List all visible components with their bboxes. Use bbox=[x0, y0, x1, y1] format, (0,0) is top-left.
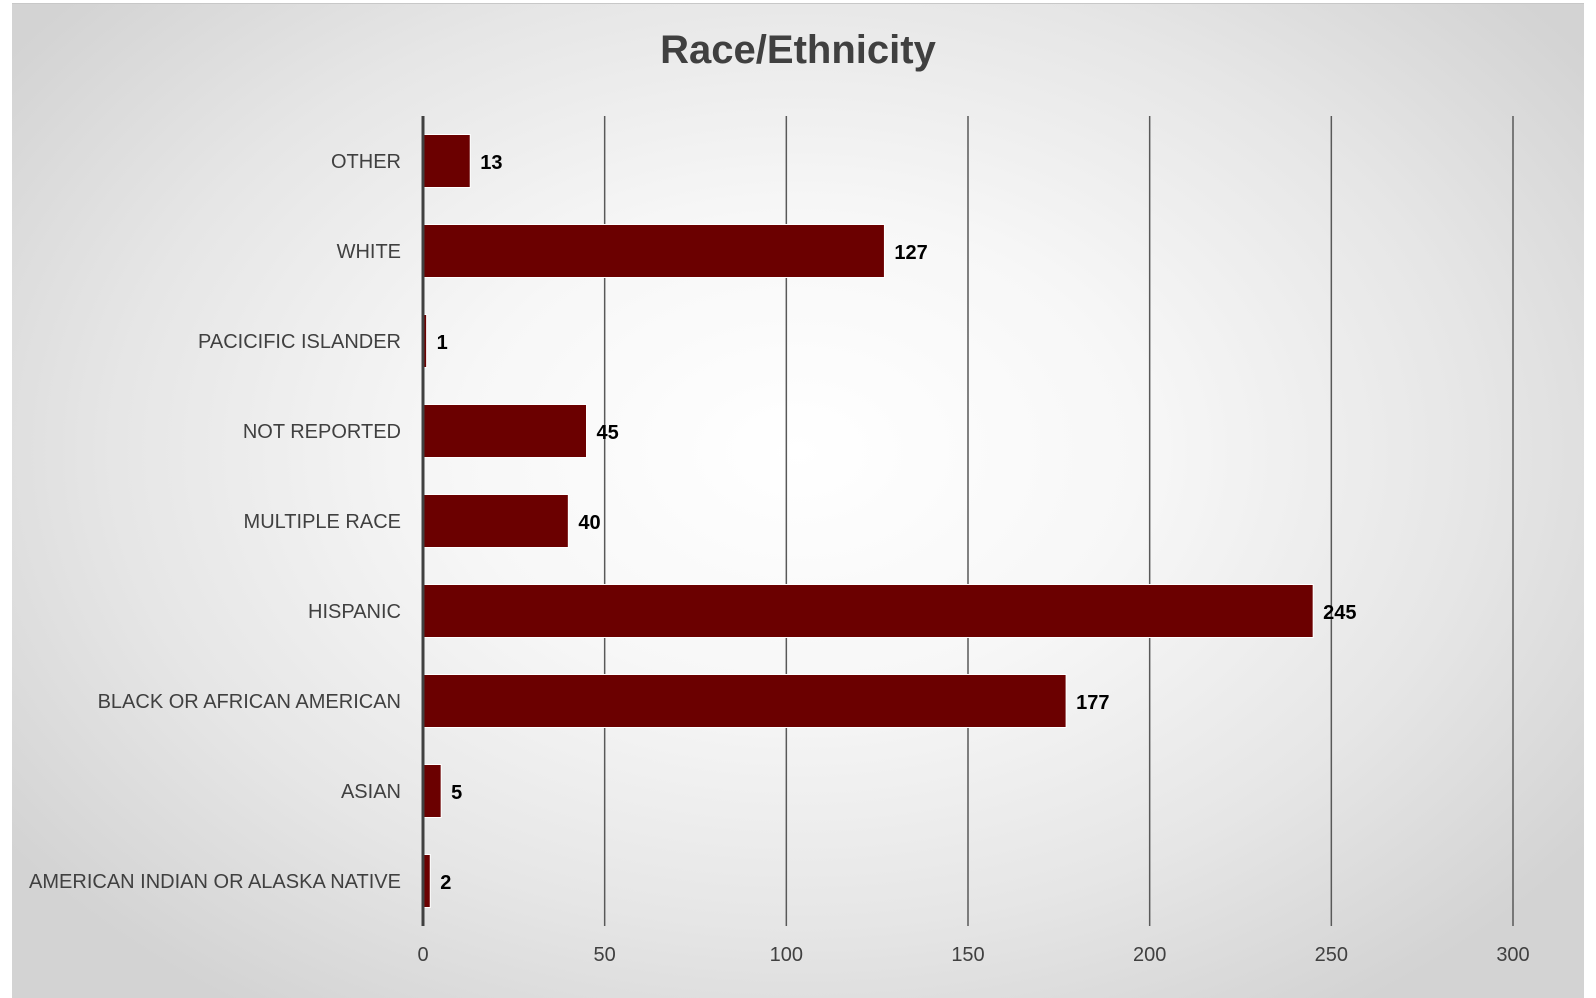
category-label: MULTIPLE RACE bbox=[244, 511, 401, 533]
x-tick-label: 150 bbox=[951, 944, 984, 966]
chart-area: Race/Ethnicity 0 50 100 150 200 250 300 AMERICA… bbox=[12, 3, 1584, 998]
data-label: 1 bbox=[437, 332, 448, 354]
chart-title: Race/Ethnicity bbox=[660, 28, 936, 72]
data-label: 45 bbox=[597, 422, 619, 444]
bar bbox=[422, 494, 569, 548]
bar bbox=[422, 674, 1067, 728]
data-label: 245 bbox=[1323, 602, 1356, 624]
x-tick-label: 200 bbox=[1133, 944, 1166, 966]
bar bbox=[422, 764, 442, 818]
category-label: BLACK OR AFRICAN AMERICAN bbox=[98, 691, 401, 713]
x-tick-label: 0 bbox=[417, 944, 428, 966]
category-label: AMERICAN INDIAN OR ALASKA NATIVE bbox=[29, 871, 401, 893]
data-label: 40 bbox=[578, 512, 600, 534]
data-label: 5 bbox=[451, 782, 462, 804]
x-tick-label: 50 bbox=[594, 944, 616, 966]
data-label: 127 bbox=[894, 242, 927, 264]
bar bbox=[422, 404, 587, 458]
data-label: 13 bbox=[480, 152, 502, 174]
category-label: HISPANIC bbox=[308, 601, 401, 623]
data-label: 177 bbox=[1076, 692, 1109, 714]
category-label: OTHER bbox=[331, 151, 401, 173]
x-tick-label: 250 bbox=[1315, 944, 1348, 966]
category-label: WHITE bbox=[337, 241, 401, 263]
category-label: PACICIFIC ISLANDER bbox=[198, 331, 401, 353]
category-label: ASIAN bbox=[341, 781, 401, 803]
x-tick-label: 300 bbox=[1496, 944, 1529, 966]
bars bbox=[422, 134, 1314, 908]
bar bbox=[422, 584, 1314, 638]
data-label: 2 bbox=[440, 872, 451, 894]
labels: 0 50 100 150 200 250 300 AMERICAN INDIAN OR ALA… bbox=[29, 151, 1530, 966]
plot-area: 0 50 100 150 200 250 300 AMERICAN INDIAN OR ALA… bbox=[29, 116, 1530, 966]
x-tick-label: 100 bbox=[770, 944, 803, 966]
bar bbox=[422, 134, 471, 188]
bar bbox=[422, 224, 885, 278]
category-label: NOT REPORTED bbox=[243, 421, 401, 443]
